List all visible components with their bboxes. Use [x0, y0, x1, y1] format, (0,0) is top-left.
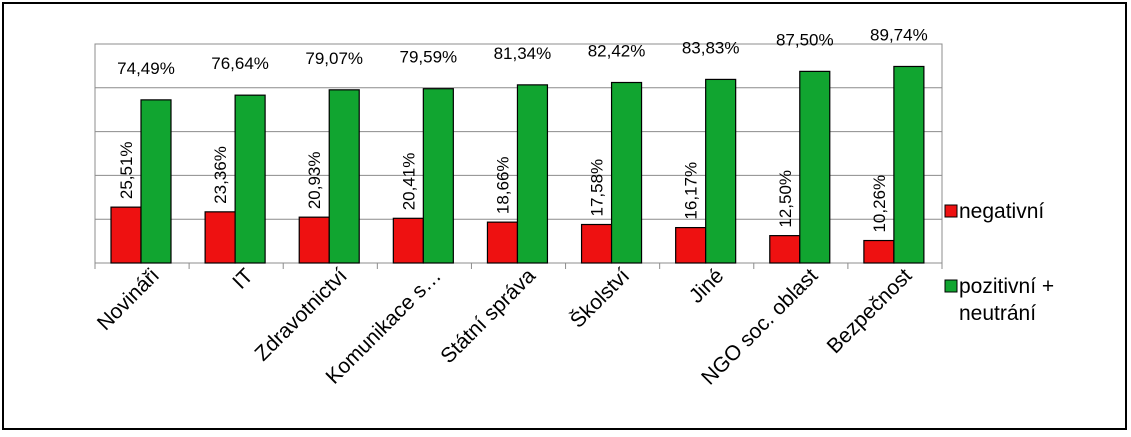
data-label-positive: 79,07% [305, 49, 363, 68]
category-label: Jiné [685, 264, 729, 308]
data-label-positive: 81,34% [494, 44, 552, 63]
value-labels: 25,51% 74,49% 23,36% 76,64% 20,93% 79,07% 20,4… [117, 25, 928, 232]
legend-label-positive-line1: pozitivní + [959, 275, 1054, 298]
bars [110, 65, 925, 264]
category-label: Novináři [93, 264, 164, 335]
bar-positive [422, 88, 454, 264]
bar-negative [580, 223, 613, 264]
bar-positive [893, 65, 925, 264]
chart-frame: 25,51% 74,49% 23,36% 76,64% 20,93% 79,07% 20,4… [2, 2, 1127, 430]
legend-swatch-positive [944, 279, 958, 293]
data-label-positive: 87,50% [776, 30, 834, 49]
bar-positive [799, 70, 831, 264]
legend-label-positive-line2: neutrání [959, 302, 1036, 325]
bar-positive [610, 81, 643, 264]
bar-positive [140, 99, 172, 264]
category-label: Školství [566, 264, 634, 332]
data-label-positive: 89,74% [870, 25, 928, 44]
axes [94, 263, 943, 269]
bar-negative [110, 206, 142, 264]
category-label: IT [228, 264, 258, 294]
data-label-negative: 10,26% [870, 175, 889, 233]
bar-negative [392, 217, 424, 264]
bar-negative [298, 216, 330, 264]
data-label-negative: 20,93% [305, 151, 324, 209]
category-label: Bezpečnost [823, 264, 917, 358]
bar-negative [863, 239, 895, 264]
legend-swatch-negative [944, 204, 958, 218]
data-label-negative: 18,66% [493, 156, 512, 214]
bar-chart: 25,51% 74,49% 23,36% 76,64% 20,93% 79,07% 20,4… [93, 25, 1054, 389]
legend: negativní pozitivní + neutrání [944, 200, 1054, 325]
bar-positive [705, 78, 737, 264]
data-label-positive: 74,49% [117, 59, 175, 78]
data-label-positive: 82,42% [588, 42, 646, 61]
category-label: Zdravotnictví [251, 264, 352, 365]
bar-positive [234, 94, 266, 264]
data-label-negative: 16,17% [682, 162, 701, 220]
data-label-negative: 17,58% [588, 159, 607, 217]
data-label-negative: 23,36% [211, 146, 230, 204]
bar-positive [516, 84, 549, 264]
category-label: Státní správa [436, 264, 540, 368]
data-label-positive: 83,83% [682, 38, 740, 57]
bar-negative [769, 235, 801, 264]
bar-negative [486, 221, 519, 264]
data-label-negative: 12,50% [776, 170, 795, 228]
data-label-positive: 76,64% [211, 54, 269, 73]
legend-label-negative: negativní [959, 200, 1044, 223]
data-label-negative: 25,51% [117, 141, 136, 199]
data-label-positive: 79,59% [399, 48, 457, 67]
data-label-negative: 20,41% [399, 153, 418, 211]
bar-negative [204, 211, 236, 264]
bar-positive [328, 89, 360, 264]
bar-negative [675, 226, 707, 264]
